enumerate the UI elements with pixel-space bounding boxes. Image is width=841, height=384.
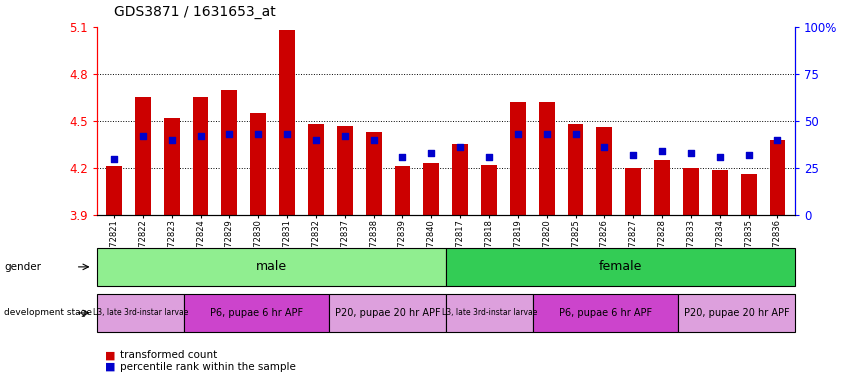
Text: P20, pupae 20 hr APF: P20, pupae 20 hr APF xyxy=(335,308,441,318)
Text: L3, late 3rd-instar larvae: L3, late 3rd-instar larvae xyxy=(442,308,537,318)
Bar xyxy=(452,144,468,215)
Point xyxy=(396,154,410,160)
Text: ■: ■ xyxy=(105,350,115,360)
Point xyxy=(627,152,640,158)
Text: ■: ■ xyxy=(105,362,115,372)
Bar xyxy=(711,170,727,215)
Text: P6, pupae 6 hr APF: P6, pupae 6 hr APF xyxy=(559,308,653,318)
Bar xyxy=(654,160,670,215)
Point xyxy=(367,137,380,143)
Point xyxy=(108,156,121,162)
Point xyxy=(742,152,755,158)
Text: development stage: development stage xyxy=(4,308,93,318)
Point xyxy=(251,131,265,137)
Point xyxy=(223,131,236,137)
Text: male: male xyxy=(256,260,287,273)
Bar xyxy=(164,118,180,215)
Bar xyxy=(279,30,295,215)
Point xyxy=(540,131,553,137)
Bar xyxy=(423,163,439,215)
Bar xyxy=(770,140,785,215)
Point xyxy=(425,150,438,156)
Point xyxy=(713,154,727,160)
Point xyxy=(569,131,582,137)
Point xyxy=(655,148,669,154)
Bar xyxy=(481,165,497,215)
Bar xyxy=(626,168,641,215)
Point xyxy=(136,133,150,139)
Bar xyxy=(337,126,352,215)
Text: GDS3871 / 1631653_at: GDS3871 / 1631653_at xyxy=(114,5,275,19)
Point xyxy=(309,137,323,143)
Bar xyxy=(135,98,151,215)
Point xyxy=(598,144,611,151)
Text: gender: gender xyxy=(4,262,41,272)
Bar xyxy=(221,89,237,215)
Text: P20, pupae 20 hr APF: P20, pupae 20 hr APF xyxy=(684,308,790,318)
Bar xyxy=(193,98,209,215)
Point xyxy=(511,131,525,137)
Bar xyxy=(308,124,324,215)
Point xyxy=(165,137,178,143)
Text: transformed count: transformed count xyxy=(120,350,218,360)
Point xyxy=(770,137,784,143)
Bar xyxy=(539,102,554,215)
Bar xyxy=(251,113,266,215)
Text: female: female xyxy=(599,260,642,273)
Bar xyxy=(394,166,410,215)
Bar xyxy=(366,132,382,215)
Bar xyxy=(683,168,699,215)
Point xyxy=(482,154,495,160)
Point xyxy=(193,133,207,139)
Text: P6, pupae 6 hr APF: P6, pupae 6 hr APF xyxy=(210,308,304,318)
Point xyxy=(280,131,294,137)
Text: L3, late 3rd-instar larvae: L3, late 3rd-instar larvae xyxy=(93,308,188,318)
Bar xyxy=(568,124,584,215)
Bar xyxy=(106,166,122,215)
Bar xyxy=(596,127,612,215)
Point xyxy=(453,144,467,151)
Point xyxy=(685,150,698,156)
Bar xyxy=(741,174,757,215)
Bar xyxy=(510,102,526,215)
Text: percentile rank within the sample: percentile rank within the sample xyxy=(120,362,296,372)
Point xyxy=(338,133,352,139)
